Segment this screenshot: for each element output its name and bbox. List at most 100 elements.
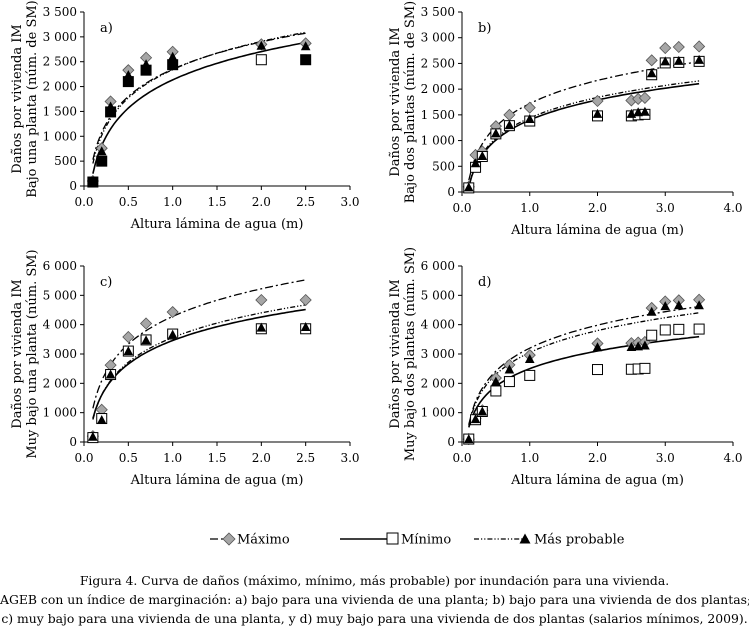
fit-curve-triangle-c [92, 304, 306, 420]
y-tick-label: 3 000 [43, 347, 77, 361]
point-prob-c [300, 322, 311, 332]
caption-line-1: Figura 4. Curva de daños (máximo, mínimo… [79, 573, 670, 588]
point-prob-b [633, 107, 643, 117]
x-tick-label: 3.0 [340, 451, 359, 465]
fit-curve-diamond-c [92, 279, 306, 409]
y-tick-label: 2 000 [43, 376, 77, 390]
x-tick-label: 1.0 [163, 451, 182, 465]
point-prob-d [633, 341, 643, 351]
point-min-d [646, 329, 658, 341]
point-prob-c [105, 369, 116, 379]
point-max-c [140, 317, 153, 330]
point-prob-c [141, 335, 151, 345]
point-min-d [673, 323, 685, 335]
point-prob-d [674, 300, 684, 310]
point-prob-a [300, 41, 311, 51]
x-axis-label-b: Altura lámina de agua (m) [510, 223, 684, 238]
legend-max-label: Máximo [237, 533, 290, 548]
x-tick-label: 2.5 [296, 195, 315, 209]
y-axis-label-d: Daños por vivienda IM [388, 279, 403, 428]
point-prob-b [674, 55, 684, 65]
x-tick-label: 1.0 [520, 201, 539, 215]
figure-charts: 0 500 1 000 1 500 2 000 2 500 3 000 3 500 0.0 0.5… [10, 0, 743, 548]
point-prob-d [640, 340, 650, 350]
y-tick-label: 2 000 [43, 80, 77, 94]
x-tick-label: 2.0 [252, 195, 271, 209]
point-max-b [672, 40, 685, 54]
point-max-b [645, 54, 658, 67]
x-tick-label: 3.0 [656, 451, 675, 465]
point-prob-b [592, 108, 603, 118]
panel-label-a: a) [100, 21, 113, 36]
y-tick-label: 6 000 [43, 259, 77, 273]
y-tick-label: 3 500 [421, 5, 455, 19]
fit-curve-triangle-a [92, 31, 306, 164]
figure-caption: Figura 4. Curva de daños (máximo, mínimo… [0, 571, 749, 628]
point-prob-a [105, 101, 116, 111]
x-tick-label: 0.0 [74, 451, 93, 465]
point-prob-d [626, 341, 637, 351]
caption-line-2: AGEB con un índice de marginación: a) ba… [0, 592, 749, 607]
y-tick-label: 0 [447, 435, 455, 449]
point-min-d [503, 376, 515, 388]
x-axis-label-c: Altura lámina de agua (m) [130, 473, 304, 488]
point-prob-b [660, 56, 671, 66]
point-prob-c [88, 431, 98, 441]
chart-panel-d: 0 1 000 2 000 3 000 4 000 5 000 6 000 0.0 1.0 2.0… [388, 247, 743, 488]
panel-label-c: c) [100, 275, 112, 290]
y-tick-label: 5 000 [43, 288, 77, 302]
y-tick-label: 1 000 [421, 406, 455, 420]
y-tick-label: 2 000 [421, 376, 455, 390]
point-prob-a [96, 146, 107, 156]
panel-label-b: b) [478, 21, 491, 36]
y-tick-label: 1 000 [43, 129, 77, 143]
x-tick-label: 0.5 [119, 195, 138, 209]
point-prob-b [463, 182, 474, 192]
x-tick-label: 4.0 [723, 201, 742, 215]
y-tick-label: 0 [69, 435, 77, 449]
x-tick-label: 3.0 [340, 195, 359, 209]
x-tick-label: 2.0 [252, 451, 271, 465]
x-tick-label: 0.0 [452, 201, 471, 215]
y-axis-label-b: Bajo dos plantas (núm. de SM) [403, 1, 418, 203]
point-prob-d [477, 406, 488, 416]
point-prob-b [477, 151, 488, 160]
point-max-c [166, 305, 179, 319]
point-min-a [300, 54, 312, 66]
point-prob-d [694, 300, 704, 310]
x-tick-label: 2.0 [588, 201, 607, 215]
y-tick-label: 5 000 [421, 288, 455, 302]
point-min-d [693, 323, 705, 335]
point-prob-a [88, 176, 98, 186]
y-axis-label-a: Bajo una planta (núm. de SM) [25, 0, 40, 197]
y-tick-label: 2 500 [421, 56, 455, 70]
fit-curve-square-b [468, 82, 700, 187]
point-min-d [659, 324, 671, 336]
x-tick-label: 0.0 [74, 195, 93, 209]
y-axis-label-c: Daños por vivienda IM [10, 279, 25, 428]
x-tick-label: 0.5 [119, 451, 138, 465]
y-tick-label: 1 500 [421, 108, 455, 122]
point-max-b [503, 108, 516, 121]
point-max-b [638, 91, 651, 104]
x-axis-label-d: Altura lámina de agua (m) [510, 473, 684, 488]
y-tick-label: 3 000 [421, 347, 455, 361]
x-tick-label: 1.5 [207, 195, 226, 209]
y-tick-label: 500 [54, 154, 77, 168]
x-tick-label: 0.0 [452, 451, 471, 465]
fit-curve-square-c [92, 308, 306, 419]
point-prob-c [167, 329, 178, 339]
point-max-b [591, 94, 604, 108]
y-tick-label: 1 000 [43, 406, 77, 420]
y-tick-label: 2 000 [421, 82, 455, 96]
y-tick-label: 3 500 [43, 5, 77, 19]
point-prob-b [504, 120, 515, 130]
y-axis-label-b: Daños por vivienda IM [388, 27, 403, 176]
y-axis-label-d: Muy bajo dos plantas (núm. SM) [403, 247, 418, 461]
point-prob-d [463, 434, 474, 444]
point-min-d [639, 362, 651, 374]
fit-curve-square-d [468, 335, 700, 428]
point-max-c [255, 293, 268, 307]
point-prob-c [256, 322, 267, 332]
point-prob-d [592, 342, 603, 352]
